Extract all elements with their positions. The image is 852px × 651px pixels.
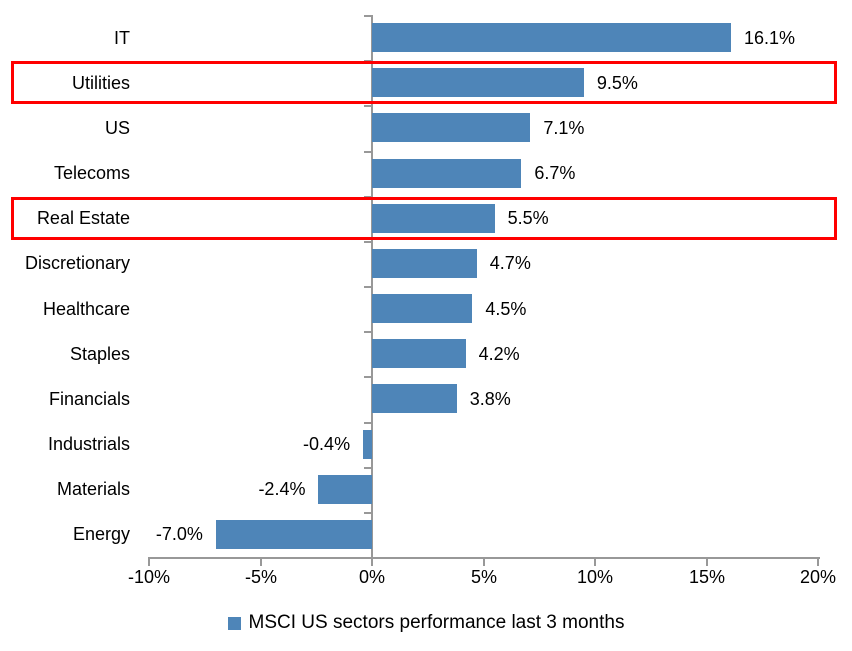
category-label-it: IT	[114, 28, 130, 48]
value-axis-tick-label: -5%	[244, 567, 278, 587]
category-label-us: US	[104, 118, 130, 138]
bar-us	[372, 113, 531, 142]
category-axis-tick	[364, 196, 371, 198]
category-axis-tick	[364, 422, 371, 424]
value-label-industrials: -0.4%	[303, 434, 351, 454]
value-label-financials: 3.8%	[469, 389, 511, 409]
category-axis-tick	[364, 467, 371, 469]
category-axis-tick	[364, 151, 371, 153]
value-axis-tick-label: 0%	[358, 567, 386, 587]
category-axis-tick	[364, 512, 371, 514]
bar-staples	[372, 339, 466, 368]
category-axis-tick	[364, 331, 371, 333]
value-axis-tick	[594, 557, 596, 566]
legend-label: MSCI US sectors performance last 3 month…	[248, 612, 625, 633]
bar-materials	[318, 475, 372, 504]
value-label-healthcare: 4.5%	[485, 299, 527, 319]
value-axis-tick-label: -10%	[127, 567, 171, 587]
category-axis-tick	[364, 286, 371, 288]
value-axis-tick-label: 5%	[470, 567, 498, 587]
category-label-utilities: Utilities	[71, 73, 130, 93]
category-label-telecoms: Telecoms	[53, 163, 130, 183]
category-axis-tick	[364, 15, 371, 17]
value-label-real-estate: 5.5%	[507, 208, 549, 228]
category-axis-line	[371, 15, 373, 557]
category-label-healthcare: Healthcare	[42, 299, 130, 319]
value-axis-tick-label: 10%	[576, 567, 614, 587]
category-axis-tick	[364, 241, 371, 243]
value-axis-tick	[817, 557, 819, 566]
value-label-it: 16.1%	[744, 28, 796, 48]
value-axis-tick	[260, 557, 262, 566]
value-axis-tick	[371, 557, 373, 566]
bar-it	[372, 23, 732, 52]
category-label-staples: Staples	[69, 344, 130, 364]
value-label-materials: -2.4%	[258, 479, 306, 499]
bar-healthcare	[372, 294, 473, 323]
category-axis-tick	[364, 376, 371, 378]
value-axis-tick	[483, 557, 485, 566]
value-label-staples: 4.2%	[478, 344, 520, 364]
bar-financials	[372, 384, 457, 413]
value-label-energy: -7.0%	[155, 524, 203, 544]
category-label-industrials: Industrials	[47, 434, 130, 454]
value-axis-tick	[706, 557, 708, 566]
category-axis-tick	[364, 557, 371, 559]
bar-discretionary	[372, 249, 477, 278]
category-axis-tick	[364, 60, 371, 62]
category-label-discretionary: Discretionary	[24, 253, 130, 273]
value-label-us: 7.1%	[543, 118, 585, 138]
value-axis-tick	[148, 557, 150, 566]
value-label-utilities: 9.5%	[596, 73, 638, 93]
value-axis-tick-label: 20%	[799, 567, 837, 587]
value-label-telecoms: 6.7%	[534, 163, 576, 183]
category-label-energy: Energy	[72, 524, 130, 544]
category-label-real-estate: Real Estate	[36, 208, 130, 228]
bar-industrials	[363, 430, 372, 459]
value-axis-tick-label: 15%	[688, 567, 726, 587]
bar-energy	[215, 520, 372, 549]
value-label-discretionary: 4.7%	[489, 253, 531, 273]
category-axis-tick	[364, 105, 371, 107]
bar-utilities	[372, 68, 584, 97]
bar-real-estate	[372, 204, 495, 233]
legend-marker-swatch	[227, 616, 241, 630]
legend: MSCI US sectors performance last 3 month…	[0, 611, 852, 635]
category-label-materials: Materials	[56, 479, 130, 499]
category-label-financials: Financials	[48, 389, 130, 409]
bar-telecoms	[372, 159, 522, 188]
